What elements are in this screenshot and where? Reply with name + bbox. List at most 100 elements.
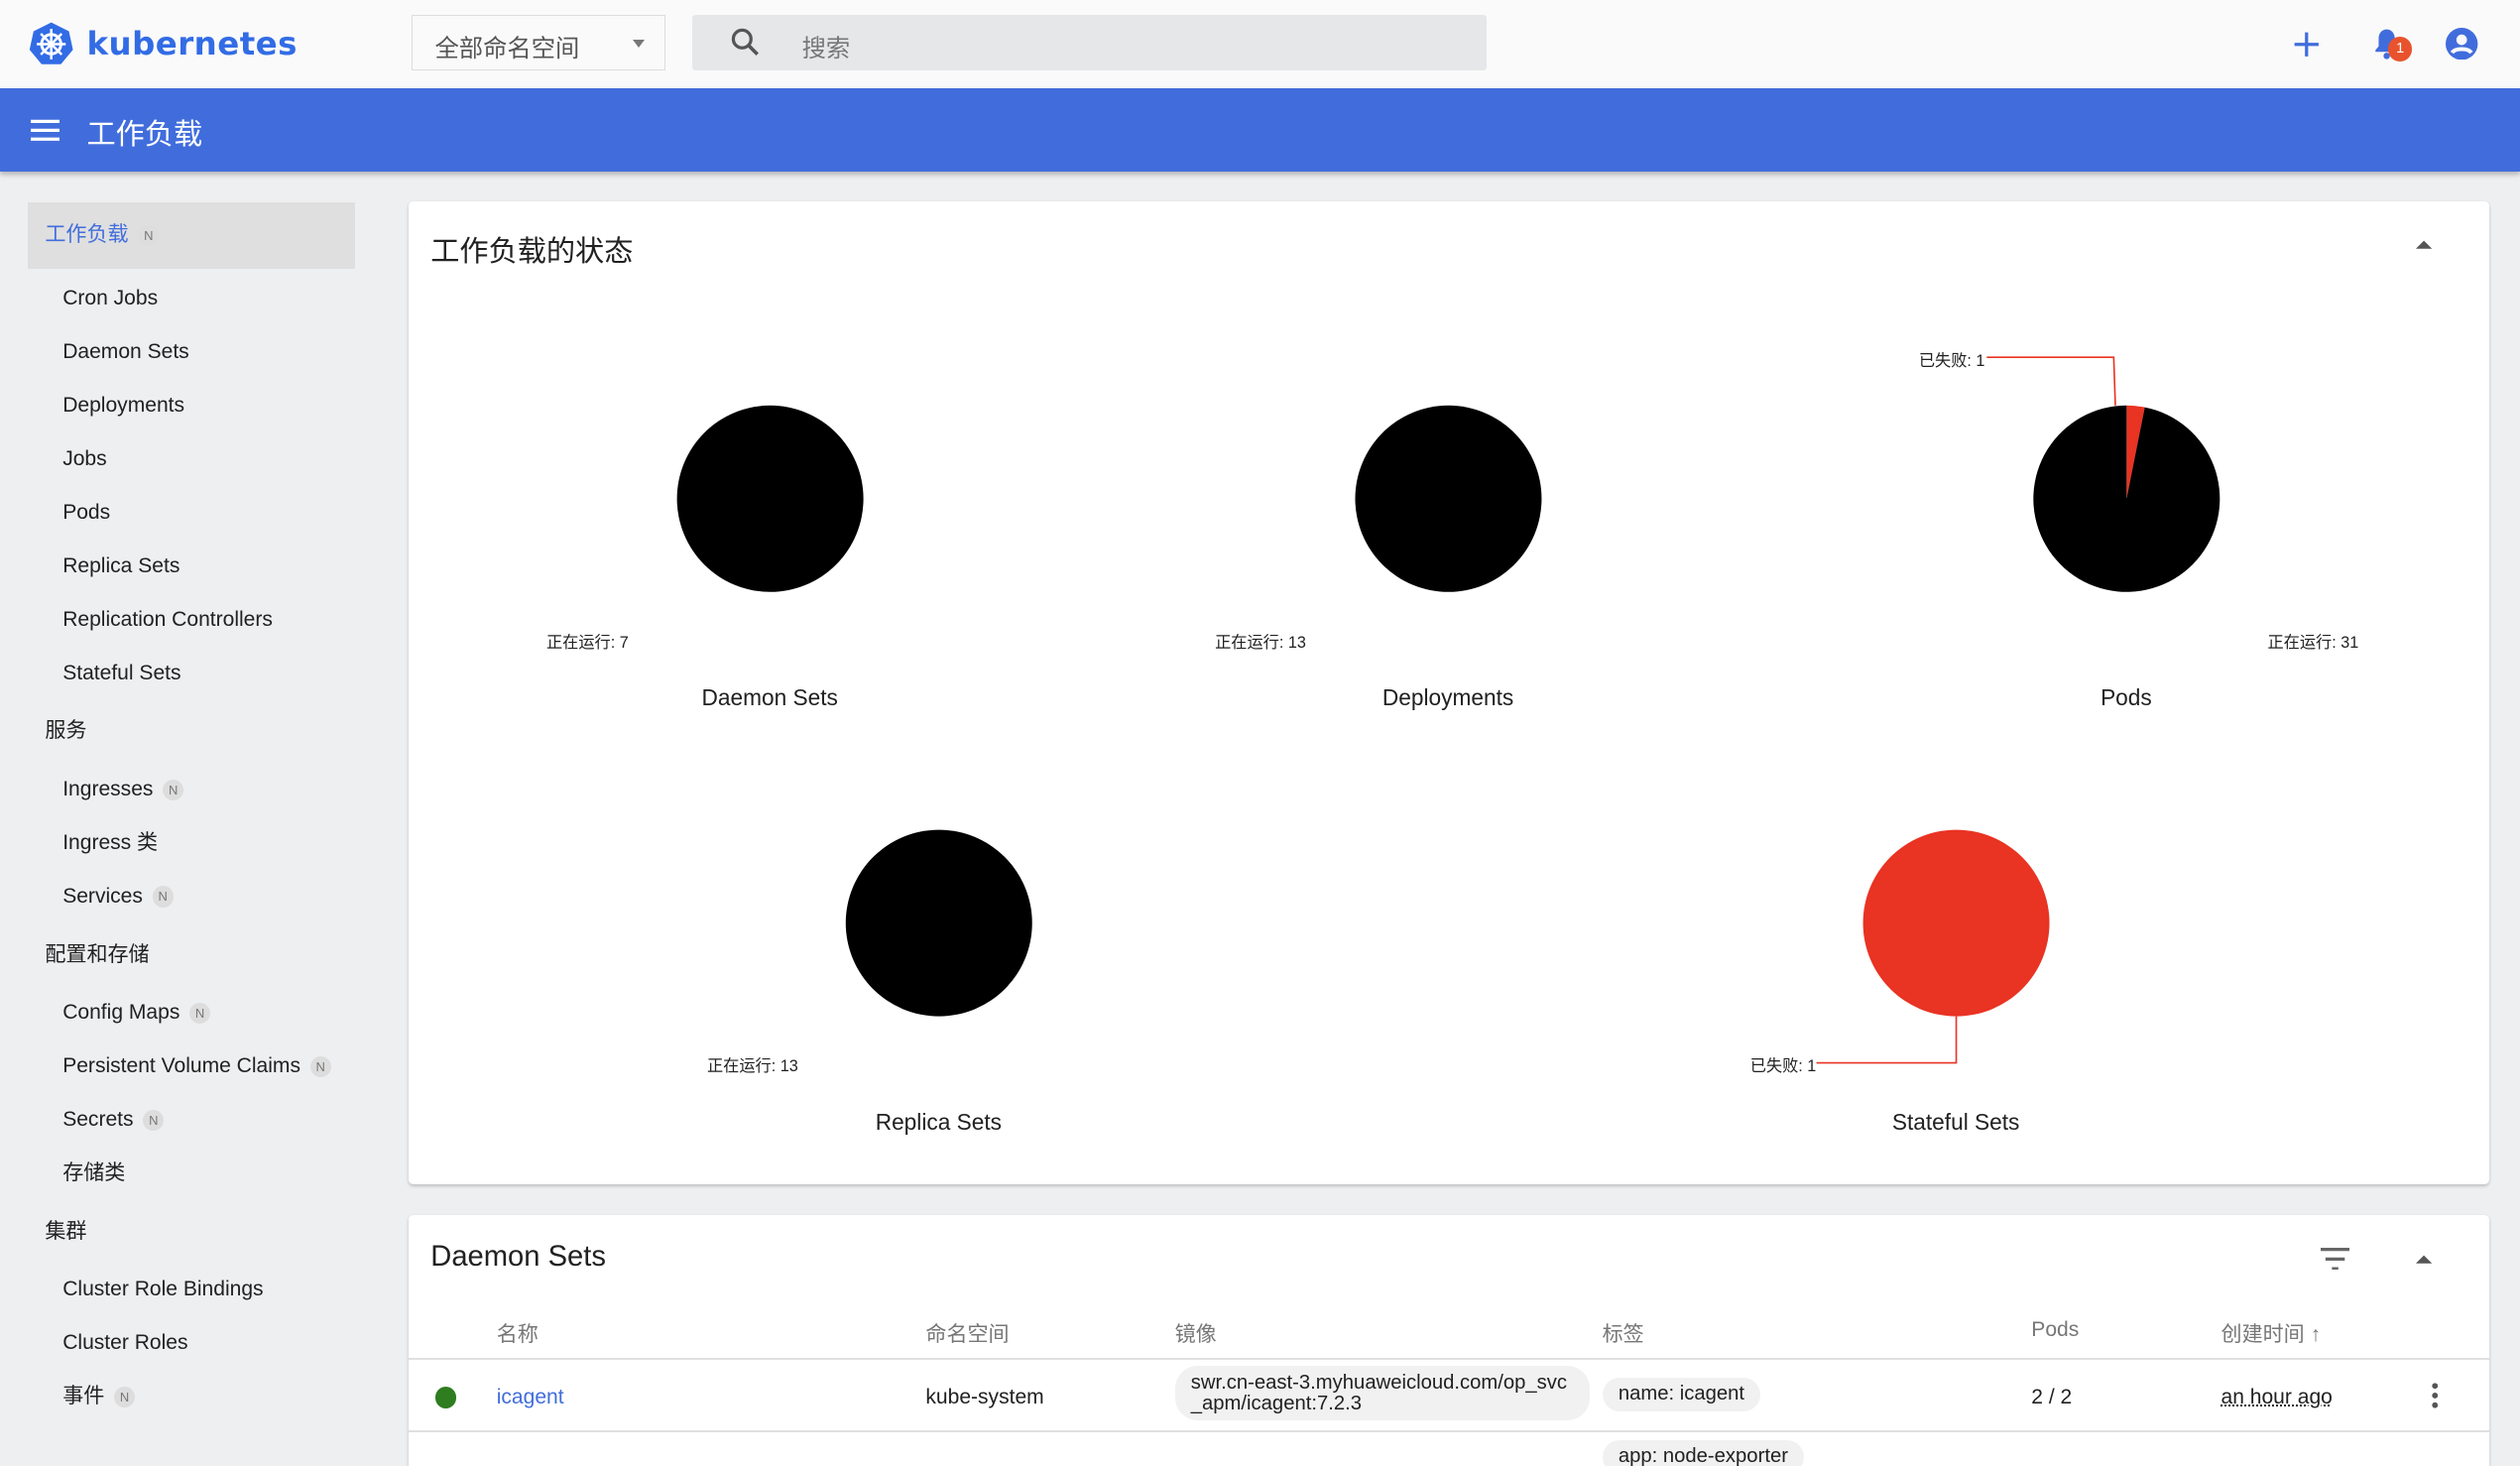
sidebar-header-config: 配置和存储 (45, 942, 150, 966)
sidebar-item-label: Daemon Sets (62, 339, 189, 363)
sidebar-item-replication-controllers[interactable]: Replication Controllers (28, 593, 356, 647)
sidebar: 工作负载 N Cron Jobs Daemon Sets Deployments Job… (27, 202, 356, 1423)
column-header-pods[interactable]: Pods (2031, 1317, 2080, 1341)
kubernetes-logo[interactable]: kubernetes (29, 21, 298, 65)
sidebar-item-replica-sets[interactable]: Replica Sets (28, 540, 356, 593)
sidebar-item-config-maps[interactable]: Config Maps N (28, 986, 356, 1039)
pie-data-label: 正在运行: 13 (1215, 633, 1306, 652)
label-leader-line (1985, 355, 2116, 406)
sidebar-item-label: Ingress 类 (62, 830, 159, 854)
pie-data-label: 已失败: 1 (1918, 352, 1985, 371)
label-chip: name: icagent (1602, 1377, 1761, 1411)
namespaced-badge: N (114, 1386, 136, 1407)
kubernetes-wheel-icon (29, 22, 73, 64)
column-header-labels[interactable]: 标签 (1602, 1322, 1644, 1346)
sidebar-item-label: Config Maps (62, 1000, 180, 1024)
sidebar-item-label: Persistent Volume Claims (62, 1053, 300, 1077)
sidebar-item-cluster-role-bindings[interactable]: Cluster Role Bindings (28, 1263, 356, 1316)
pie-slice-正在运行[interactable] (845, 829, 1032, 1017)
divider (408, 1358, 2490, 1360)
add-icon[interactable] (2293, 31, 2321, 59)
sidebar-item-ingress-类[interactable]: Ingress 类 (28, 816, 356, 870)
sidebar-item-label: Replica Sets (62, 553, 180, 577)
card-title: 工作负载的状态 (430, 236, 634, 269)
namespaced-badge: N (163, 779, 184, 800)
page-title: 工作负载 (86, 118, 203, 151)
pie-slice-正在运行[interactable] (1355, 405, 1542, 592)
more-vert-icon[interactable] (2432, 1382, 2438, 1408)
sidebar-item-label: Ingresses (62, 777, 154, 800)
collapse-icon[interactable] (2415, 1254, 2432, 1264)
search-input[interactable]: 搜索 (692, 14, 1487, 71)
sidebar-item-label: 存储类 (62, 1161, 126, 1184)
sidebar-item-label: 工作负载 (45, 223, 129, 247)
pie-slice-正在运行[interactable] (2032, 405, 2220, 592)
notifications-button[interactable]: 1 (2372, 28, 2413, 66)
namespaced-badge: N (138, 225, 160, 247)
sort-ascending-icon: ↑ (2310, 1322, 2322, 1346)
pie-title: Stateful Sets (1891, 1109, 2020, 1136)
daemon-sets-card: Daemon Sets 名称 命名空间 镜像 标签 Pods 创建时间 ↑ ic… (408, 1215, 2490, 1466)
filter-icon[interactable] (2320, 1247, 2350, 1271)
sidebar-item-存储类[interactable]: 存储类 (28, 1147, 356, 1200)
image-chip: swr.cn-east-3.myhuaweicloud.com/op_svc_a… (1174, 1366, 1590, 1421)
pie-title: Replica Sets (875, 1109, 1002, 1136)
sidebar-item-label: Replication Controllers (62, 607, 273, 631)
namespaced-badge: N (189, 1002, 211, 1024)
sidebar-item-label: 事件 (62, 1384, 105, 1407)
top-bar: kubernetes 全部命名空间 搜索 1 (0, 0, 2520, 89)
sidebar-item-cron-jobs[interactable]: Cron Jobs (28, 272, 356, 325)
pie-slice-正在运行[interactable] (676, 405, 864, 592)
sidebar-item-label: Cluster Role Bindings (62, 1277, 264, 1300)
sidebar-item-secrets[interactable]: Secrets N (28, 1093, 356, 1147)
pie-slice-已失败[interactable] (2125, 405, 2145, 499)
sidebar-header-services: 服务 (45, 719, 87, 743)
sidebar-item-stateful-sets[interactable]: Stateful Sets (28, 647, 356, 700)
sidebar-item-jobs[interactable]: Jobs (28, 432, 356, 486)
sidebar-item-workloads[interactable]: 工作负载 N (27, 202, 356, 269)
brand-name: kubernetes (86, 24, 298, 62)
card-title: Daemon Sets (430, 1241, 606, 1274)
notification-badge: 1 (2388, 37, 2413, 61)
sidebar-header-cluster: 集群 (45, 1219, 87, 1243)
namespace-value: 全部命名空间 (434, 35, 580, 62)
column-header-namespace[interactable]: 命名空间 (925, 1322, 1010, 1346)
column-header-created[interactable]: 创建时间 ↑ (2221, 1318, 2322, 1348)
search-icon (732, 28, 760, 56)
pie-title: Daemon Sets (701, 684, 838, 711)
pie-data-label: 正在运行: 31 (2267, 633, 2359, 652)
sidebar-item-label: Secrets (62, 1107, 134, 1131)
daemon-set-name-link[interactable]: icagent (496, 1385, 564, 1408)
pie-slice-已失败[interactable] (1862, 829, 2050, 1017)
sidebar-item-services[interactable]: Services N (28, 870, 356, 923)
pie-data-label: 正在运行: 13 (707, 1057, 798, 1076)
divider (408, 1430, 2490, 1432)
created-cell: an hour ago (2220, 1385, 2333, 1408)
pie-title: Pods (2100, 684, 2152, 711)
namespaced-badge: N (152, 886, 174, 908)
label-chip: app: node-exporter (1602, 1439, 1805, 1466)
search-placeholder: 搜索 (801, 36, 851, 63)
collapse-icon[interactable] (2415, 239, 2432, 250)
namespaced-badge: N (143, 1109, 165, 1131)
menu-icon[interactable] (30, 119, 60, 142)
sidebar-item-pods[interactable]: Pods (28, 486, 356, 540)
pie-title: Deployments (1381, 684, 1514, 711)
sidebar-item-label: Cron Jobs (62, 286, 159, 309)
column-header-name[interactable]: 名称 (496, 1322, 539, 1346)
sidebar-item-事件[interactable]: 事件 N (28, 1370, 356, 1423)
namespace-select[interactable]: 全部命名空间 (411, 14, 665, 71)
account-icon[interactable] (2446, 27, 2478, 60)
sidebar-item-ingresses[interactable]: Ingresses N (28, 763, 356, 816)
workload-status-card: 工作负载的状态 正在运行: 7 Daemon Sets 正在运行: 13 Deploy… (408, 200, 2490, 1185)
sidebar-item-daemon-sets[interactable]: Daemon Sets (28, 325, 356, 379)
pie-data-label: 正在运行: 7 (545, 633, 629, 652)
sidebar-item-persistent-volume-claims[interactable]: Persistent Volume Claims N (28, 1039, 356, 1093)
sidebar-item-cluster-roles[interactable]: Cluster Roles (28, 1316, 356, 1370)
column-header-images[interactable]: 镜像 (1174, 1322, 1217, 1346)
pie-data-label: 已失败: 1 (1749, 1057, 1817, 1076)
status-running-icon (435, 1387, 457, 1408)
namespace-cell: kube-system (925, 1385, 1044, 1408)
sidebar-item-deployments[interactable]: Deployments (28, 379, 356, 432)
column-header-created-label: 创建时间 (2220, 1322, 2305, 1346)
